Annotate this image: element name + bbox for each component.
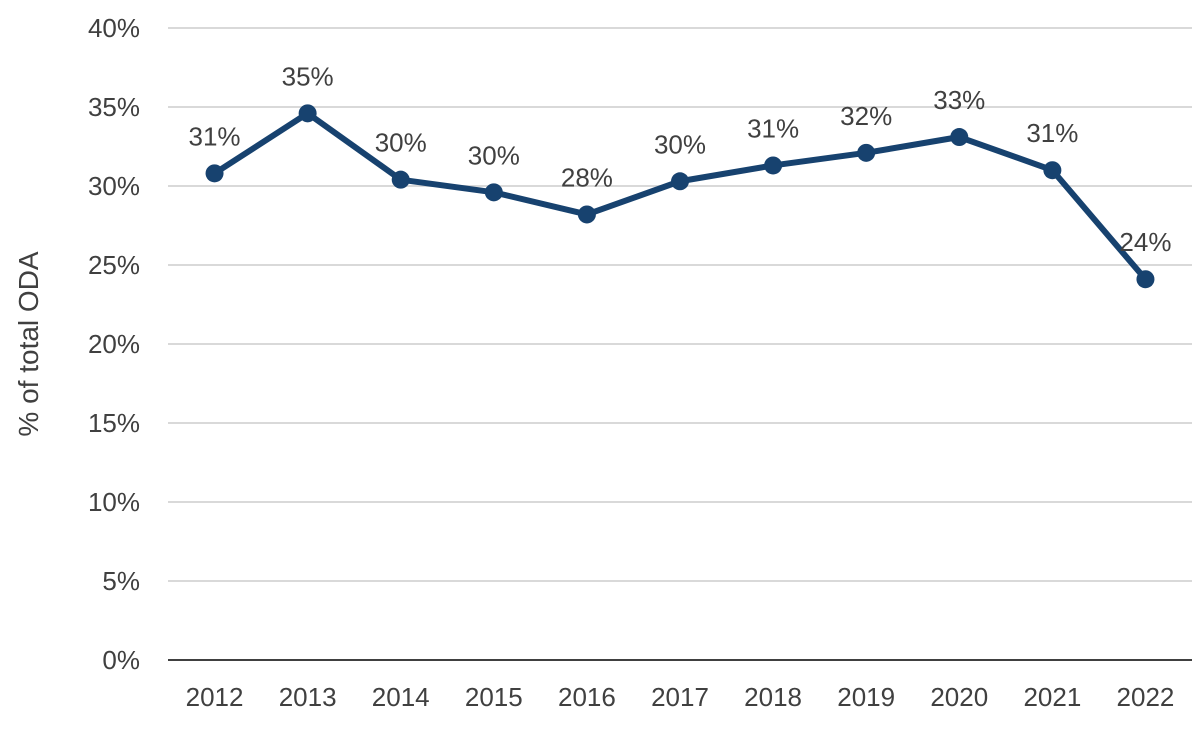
x-tick-label: 2016 bbox=[558, 682, 616, 712]
data-point bbox=[1043, 161, 1062, 180]
x-tick-label: 2015 bbox=[465, 682, 523, 712]
gridlines bbox=[168, 27, 1192, 582]
x-tick-label: 2017 bbox=[651, 682, 709, 712]
x-tick-label: 2022 bbox=[1117, 682, 1175, 712]
y-tick-label: 40% bbox=[88, 13, 140, 43]
y-axis-title: % of total ODA bbox=[13, 251, 44, 437]
y-tick-label: 35% bbox=[88, 92, 140, 122]
data-label: 30% bbox=[375, 128, 427, 158]
data-point bbox=[484, 183, 503, 202]
data-label: 30% bbox=[468, 140, 520, 170]
y-tick-label: 30% bbox=[88, 171, 140, 201]
x-tick-label: 2020 bbox=[930, 682, 988, 712]
data-points bbox=[205, 104, 1155, 289]
data-label: 24% bbox=[1119, 227, 1171, 257]
x-tick-label: 2012 bbox=[186, 682, 244, 712]
y-tick-label: 5% bbox=[102, 566, 140, 596]
data-point bbox=[950, 128, 969, 147]
data-point bbox=[764, 156, 783, 175]
y-tick-label: 15% bbox=[88, 408, 140, 438]
data-label: 31% bbox=[747, 113, 799, 143]
x-tick-label: 2019 bbox=[837, 682, 895, 712]
data-point bbox=[1136, 270, 1155, 289]
data-point bbox=[391, 170, 410, 189]
data-label: 33% bbox=[933, 85, 985, 115]
x-tick-label: 2013 bbox=[279, 682, 337, 712]
y-axis-ticks: 0% 5% 10% 15% 20% 25% 30% 35% 40% bbox=[88, 13, 140, 675]
y-tick-label: 25% bbox=[88, 250, 140, 280]
y-tick-label: 10% bbox=[88, 487, 140, 517]
data-label: 31% bbox=[1026, 118, 1078, 148]
x-axis-ticks: 2012 2013 2014 2015 2016 2017 2018 2019 2020 2021… bbox=[186, 682, 1175, 712]
y-tick-label: 20% bbox=[88, 329, 140, 359]
data-label: 31% bbox=[189, 121, 241, 151]
data-label: 28% bbox=[561, 162, 613, 192]
x-tick-label: 2021 bbox=[1023, 682, 1081, 712]
x-tick-label: 2018 bbox=[744, 682, 802, 712]
data-label: 32% bbox=[840, 101, 892, 131]
data-label: 30% bbox=[654, 129, 706, 159]
data-point bbox=[205, 164, 224, 183]
data-point bbox=[577, 205, 596, 224]
data-point bbox=[857, 143, 876, 162]
data-label: 35% bbox=[282, 61, 334, 91]
x-tick-label: 2014 bbox=[372, 682, 430, 712]
data-labels: 31% 35% 30% 30% 28% 30% 31% 32% 33% 31% 24% bbox=[189, 61, 1172, 257]
data-point bbox=[671, 172, 689, 191]
data-point bbox=[298, 104, 317, 123]
y-tick-label: 0% bbox=[102, 645, 140, 675]
